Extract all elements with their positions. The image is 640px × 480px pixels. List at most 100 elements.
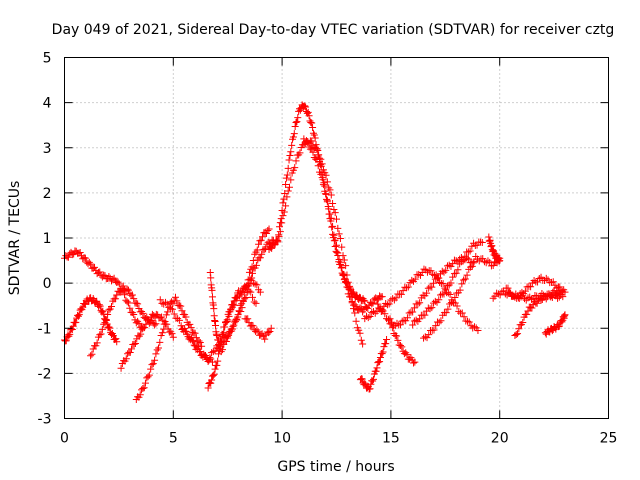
data-point bbox=[267, 324, 275, 332]
data-point bbox=[91, 263, 99, 271]
series-track-18 bbox=[385, 316, 419, 367]
data-point bbox=[327, 191, 335, 199]
data-point bbox=[455, 307, 463, 315]
y-tick-label: 2 bbox=[43, 186, 52, 202]
data-point bbox=[351, 301, 359, 309]
data-point bbox=[352, 302, 360, 310]
data-point bbox=[414, 300, 422, 308]
data-point bbox=[364, 304, 372, 312]
data-point bbox=[319, 181, 327, 189]
data-point bbox=[95, 301, 103, 309]
data-point bbox=[206, 354, 214, 362]
y-tick-label: -3 bbox=[38, 412, 52, 428]
data-point bbox=[66, 330, 74, 338]
data-point bbox=[291, 122, 299, 130]
data-point bbox=[380, 343, 388, 351]
data-point bbox=[410, 359, 418, 367]
data-point bbox=[92, 342, 100, 350]
data-point bbox=[282, 174, 290, 182]
data-point bbox=[464, 248, 472, 256]
data-point bbox=[244, 315, 252, 323]
data-point bbox=[322, 190, 330, 198]
data-point bbox=[190, 341, 198, 349]
data-point bbox=[256, 254, 264, 262]
data-point bbox=[556, 283, 564, 291]
data-point bbox=[430, 299, 438, 307]
data-point bbox=[440, 290, 448, 298]
data-point bbox=[314, 151, 322, 159]
data-point bbox=[366, 312, 374, 320]
data-point bbox=[236, 301, 244, 309]
data-point bbox=[557, 290, 565, 298]
data-point bbox=[76, 248, 84, 256]
data-point bbox=[319, 166, 327, 174]
data-point bbox=[152, 350, 160, 358]
data-point bbox=[439, 280, 447, 288]
data-point bbox=[376, 353, 384, 361]
data-point bbox=[375, 304, 383, 312]
data-point bbox=[108, 330, 116, 338]
data-point bbox=[207, 274, 215, 282]
data-point bbox=[87, 352, 95, 360]
data-point bbox=[77, 305, 85, 313]
data-point bbox=[275, 223, 283, 231]
data-point bbox=[145, 371, 153, 379]
data-point bbox=[230, 321, 238, 329]
data-point bbox=[308, 119, 316, 127]
data-point bbox=[356, 329, 364, 337]
series-track-25 bbox=[541, 311, 569, 338]
data-point bbox=[378, 350, 386, 358]
data-point bbox=[167, 305, 175, 313]
data-point bbox=[504, 284, 512, 292]
data-point bbox=[530, 276, 538, 284]
data-point bbox=[444, 305, 452, 313]
data-point bbox=[126, 304, 134, 312]
data-point bbox=[234, 313, 242, 321]
data-point bbox=[285, 156, 293, 164]
data-point bbox=[249, 322, 257, 330]
data-point bbox=[287, 176, 295, 184]
data-point bbox=[326, 186, 334, 194]
data-point bbox=[547, 278, 555, 286]
data-point bbox=[289, 133, 297, 141]
y-tick-label: -1 bbox=[38, 321, 52, 337]
data-point bbox=[442, 286, 450, 294]
data-point bbox=[409, 321, 417, 329]
data-point bbox=[160, 325, 168, 333]
data-point bbox=[135, 319, 143, 327]
data-point bbox=[369, 377, 377, 385]
data-point bbox=[139, 309, 147, 317]
data-point bbox=[442, 266, 450, 274]
data-point bbox=[368, 300, 376, 308]
data-point bbox=[452, 269, 460, 277]
data-point bbox=[147, 365, 155, 373]
data-point bbox=[237, 308, 245, 316]
data-point bbox=[323, 196, 331, 204]
data-point bbox=[512, 330, 520, 338]
data-point bbox=[332, 247, 340, 255]
data-point bbox=[558, 318, 566, 326]
data-point bbox=[240, 289, 248, 297]
data-point bbox=[437, 291, 445, 299]
data-point bbox=[130, 340, 138, 348]
data-point bbox=[361, 379, 369, 387]
data-point bbox=[479, 255, 487, 263]
data-point bbox=[251, 280, 259, 288]
data-point bbox=[453, 302, 461, 310]
series-track-10 bbox=[213, 225, 273, 352]
data-point bbox=[117, 288, 125, 296]
data-point bbox=[69, 322, 77, 330]
data-point bbox=[164, 308, 172, 316]
data-point bbox=[429, 270, 437, 278]
data-point bbox=[68, 326, 76, 334]
data-point bbox=[262, 245, 270, 253]
data-point bbox=[284, 187, 292, 195]
data-point bbox=[235, 307, 243, 315]
data-point bbox=[398, 343, 406, 351]
data-point bbox=[329, 222, 337, 230]
data-point bbox=[209, 371, 217, 379]
data-point bbox=[214, 344, 222, 352]
data-point bbox=[119, 282, 127, 290]
data-point bbox=[403, 351, 411, 359]
data-point bbox=[85, 258, 93, 266]
